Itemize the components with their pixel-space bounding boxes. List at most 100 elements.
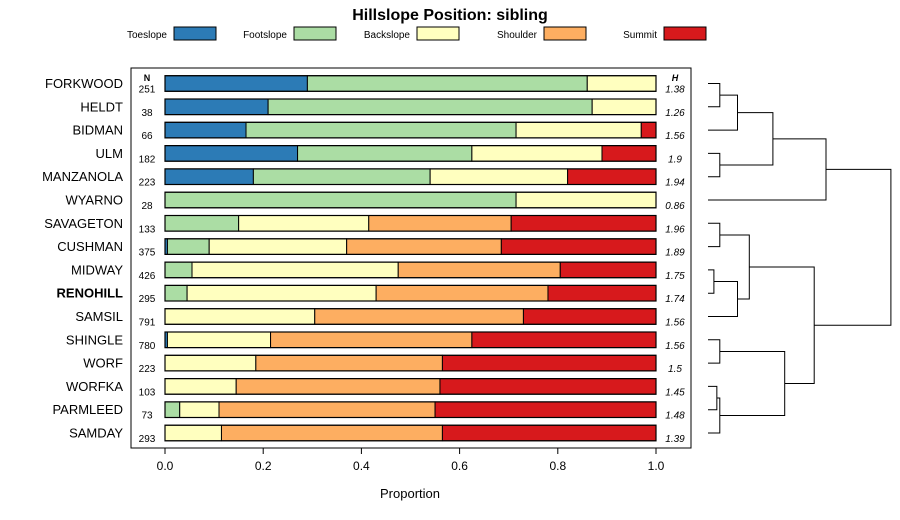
row-label: WORF [83,356,123,371]
legend-swatch-toeslope [173,26,217,41]
bar-segment-toeslope [164,168,254,185]
bar-segment-backslope [238,215,370,232]
dendrogram-branch [814,168,892,326]
row-h-value: 1.9 [668,154,682,165]
row-label: BIDMAN [72,123,123,138]
bar-segment-summit [510,215,657,232]
row-midway: MIDWAY 426 1.75 [71,261,685,282]
bar-segment-shoulder [368,215,512,232]
dendrogram-branch [749,266,815,384]
bar-segment-summit [441,424,657,442]
x-tick-label: 0.0 [157,459,174,473]
row-label: HELDT [80,99,123,114]
x-axis-label: Proportion [380,486,440,501]
bar-segment-backslope [164,378,237,395]
bar-segment-footslope [252,168,431,185]
row-label: SAVAGETON [44,216,123,231]
legend-label-summit: Summit [623,30,657,41]
dendrogram-branch [708,269,715,294]
bar-segment-footslope [164,284,188,302]
dendrogram-branch [708,83,721,108]
bar-outline [164,98,657,116]
bar-segment-footslope [297,145,473,162]
dendrogram-branch [708,385,718,411]
legend-label-shoulder: Shoulder [497,30,538,41]
row-n-value: 293 [139,434,156,445]
bar-segment-summit [601,145,657,162]
x-tick-label: 0.2 [255,459,272,473]
row-h-value: 1.39 [665,434,685,445]
legend-label-footslope: Footslope [243,30,287,41]
n-column-header: N [144,73,151,83]
row-samday: SAMDAY 293 1.39 [69,424,685,445]
bar-segment-summit [441,354,657,372]
dendrogram-branch [708,397,721,434]
row-label: WYARNO [65,193,123,208]
dendrogram-branch [719,112,774,166]
bar-segment-shoulder [397,261,561,279]
bar-outline [164,401,657,419]
row-h-value: 1.94 [665,178,685,189]
bar-outline [164,168,657,186]
x-tick-label: 0.6 [451,459,468,473]
row-n-value: 103 [139,387,156,398]
bar-segment-summit [547,284,657,302]
bar-segment-shoulder [375,284,549,302]
bar-segment-backslope [591,98,657,116]
row-h-value: 1.56 [665,341,685,352]
bar-segment-summit [640,121,657,139]
bar-segment-summit [439,378,657,395]
row-n-value: 28 [141,201,153,212]
dendrogram-branch [719,234,750,300]
bar-outline [164,191,657,209]
row-wyarno: WYARNO 28 0.86 [65,191,685,212]
bar-segment-backslope [429,168,569,185]
dendrogram-branch [708,281,738,317]
bar-segment-backslope [515,191,657,209]
x-tick-label: 1.0 [648,459,665,473]
row-n-value: 223 [139,364,156,375]
bar-outline [164,214,657,232]
bar-segment-footslope [166,238,210,255]
bar-segment-toeslope [164,75,308,92]
bar-outline [164,284,657,302]
bar-segment-summit [567,168,657,185]
row-parmleed: PARMLEED 73 1.48 [52,401,685,422]
bar-segment-summit [500,238,657,255]
row-h-value: 1.89 [665,248,685,259]
bar-segment-backslope [471,145,603,162]
row-cushman: CUSHMAN 375 1.89 [57,238,685,259]
bar-outline [164,121,657,139]
dendrogram-branch [719,350,786,417]
row-h-value: 1.45 [665,387,685,398]
dendrogram-branch [708,152,721,178]
bar-segment-backslope [191,261,399,279]
row-manzanola: MANZANOLA 223 1.94 [42,168,685,189]
row-n-value: 182 [139,154,156,165]
row-heldt: HELDT 38 1.26 [80,98,685,119]
legend: Toeslope Footslope Backslope Shoulder Summit [127,26,707,41]
row-h-value: 1.56 [665,131,685,142]
row-h-value: 1.38 [665,85,685,96]
row-n-value: 66 [141,131,153,142]
row-savageton: SAVAGETON 133 1.96 [44,214,685,235]
bar-segment-summit [434,401,657,418]
dendrogram-branch [708,339,721,364]
row-label: FORKWOOD [45,76,123,91]
row-h-value: 0.86 [665,201,685,212]
dendrogram-branch [708,94,738,131]
row-n-value: 38 [141,108,153,119]
bar-outline [164,354,657,372]
bar-outline [164,145,657,162]
row-forkwood: FORKWOOD 251 1.38 [45,75,685,96]
bar-segment-backslope [164,308,316,325]
bar-rows: FORKWOOD 251 1.38 HELDT 38 1.26 BIDMAN 66 1.56 UL… [42,75,685,445]
bar-segment-shoulder [255,354,443,372]
row-worf: WORF 223 1.5 [83,354,682,375]
row-label: CUSHMAN [57,239,123,254]
legend-swatch-backslope [416,26,460,41]
row-worfka: WORFKA 103 1.45 [66,378,685,398]
dendrogram [708,83,892,434]
legend-label-backslope: Backslope [364,30,411,41]
bar-outline [164,75,657,92]
